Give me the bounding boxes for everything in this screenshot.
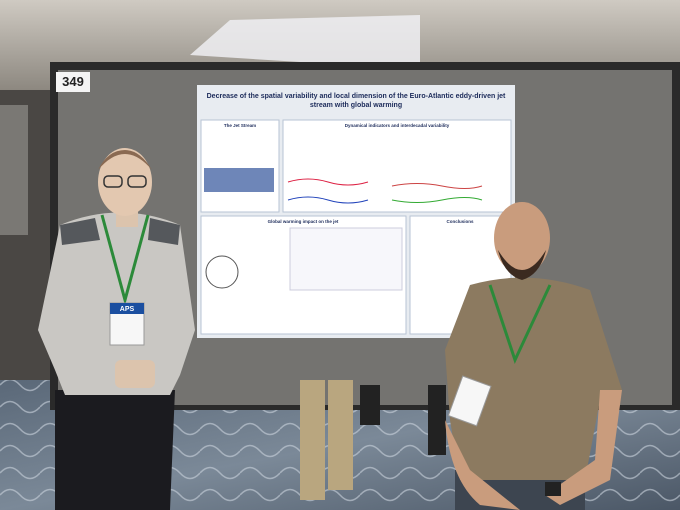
badge-label: APS: [120, 306, 135, 313]
person-right: [445, 202, 622, 510]
section-heading: The Jet Stream: [224, 123, 256, 128]
section-heading: Conclusions: [446, 219, 473, 224]
board-number: 349: [62, 74, 84, 89]
side-board: [0, 105, 28, 235]
background-person: [300, 380, 446, 500]
poster-title: Decrease of the spatial variability and …: [207, 93, 506, 100]
person-left: [38, 148, 195, 510]
poster-title: stream with global warming: [310, 102, 402, 109]
section-heading: Global warming impact on the jet: [268, 219, 339, 224]
chandelier: [190, 15, 420, 75]
section-heading: Dynamical indicators and interdecadal va…: [345, 123, 450, 128]
board-number-plate: [56, 72, 90, 92]
